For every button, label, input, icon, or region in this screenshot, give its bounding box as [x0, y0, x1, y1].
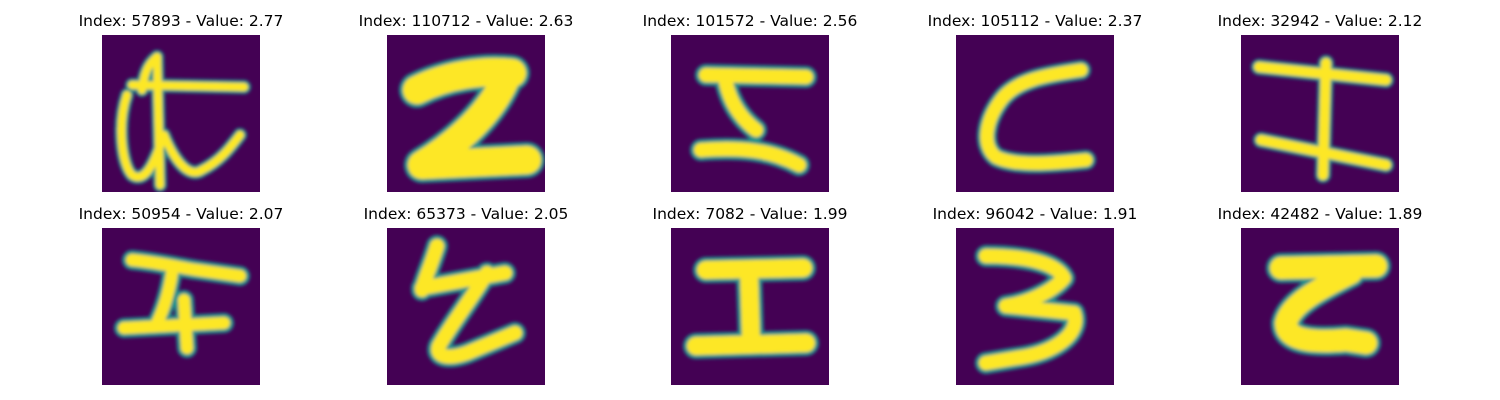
- panel-6: Index: 50954 - Value: 2.07: [51, 205, 311, 395]
- glyph-2-image: [387, 35, 545, 192]
- glyph-4-image: [956, 35, 1114, 192]
- panel-title: Index: 96042 - Value: 1.91: [932, 205, 1138, 223]
- panel-title: Index: 101572 - Value: 2.56: [642, 12, 858, 30]
- panel-title: Index: 42482 - Value: 1.89: [1217, 205, 1423, 223]
- panel-10: Index: 42482 - Value: 1.89: [1190, 205, 1450, 395]
- glyph-10-image: [1241, 228, 1399, 385]
- panel-title: Index: 105112 - Value: 2.37: [927, 12, 1143, 30]
- glyph-3-image: [671, 35, 829, 192]
- panel-9: Index: 96042 - Value: 1.91: [905, 205, 1165, 395]
- glyph-1-image: [102, 35, 260, 192]
- panel-7: Index: 65373 - Value: 2.05: [336, 205, 596, 395]
- panel-title: Index: 57893 - Value: 2.77: [78, 12, 284, 30]
- panel-5: Index: 32942 - Value: 2.12: [1190, 12, 1450, 202]
- glyph-8-image: [671, 228, 829, 385]
- glyph-6-image: [102, 228, 260, 385]
- panel-1: Index: 57893 - Value: 2.77: [51, 12, 311, 202]
- panel-title: Index: 7082 - Value: 1.99: [652, 205, 848, 223]
- panel-4: Index: 105112 - Value: 2.37: [905, 12, 1165, 202]
- panel-2: Index: 110712 - Value: 2.63: [336, 12, 596, 202]
- glyph-9-image: [956, 228, 1114, 385]
- panel-title: Index: 110712 - Value: 2.63: [358, 12, 574, 30]
- glyph-5-image: [1241, 35, 1399, 192]
- panel-3: Index: 101572 - Value: 2.56: [620, 12, 880, 202]
- panel-8: Index: 7082 - Value: 1.99: [620, 205, 880, 395]
- panel-title: Index: 32942 - Value: 2.12: [1217, 12, 1423, 30]
- glyph-7-image: [387, 228, 545, 385]
- panel-title: Index: 65373 - Value: 2.05: [363, 205, 569, 223]
- panel-title: Index: 50954 - Value: 2.07: [78, 205, 284, 223]
